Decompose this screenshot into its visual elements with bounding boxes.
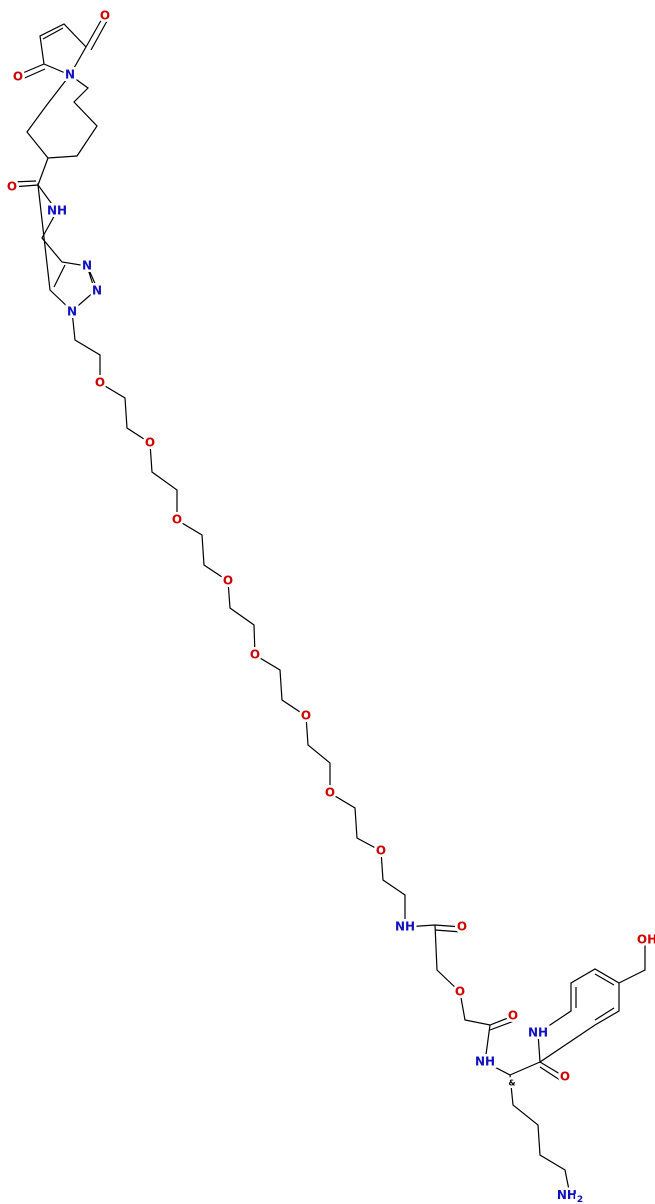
atom: O — [100, 9, 110, 23]
atom: O — [508, 1009, 518, 1023]
atom: NH — [475, 1055, 495, 1069]
atom: O — [301, 709, 311, 723]
atom: N — [65, 68, 75, 82]
atom: O — [145, 436, 155, 450]
atom: O — [457, 920, 467, 934]
atom: NH — [395, 920, 415, 934]
atom: O — [172, 513, 182, 527]
atom: O — [95, 376, 105, 390]
atom: NH — [528, 1026, 548, 1040]
atom: O — [223, 574, 233, 588]
stereo-label: & — [509, 1079, 516, 1088]
atom: O — [13, 70, 23, 84]
atom-labels: N O O O NH N N N O O O O O O O O NH O O … — [4, 6, 655, 1204]
atom: O — [455, 985, 465, 999]
atom: NH2 — [557, 1188, 583, 1204]
atom: O — [376, 844, 386, 858]
atom: O — [325, 786, 335, 800]
atom: O — [560, 1070, 570, 1084]
atom: OH — [637, 933, 655, 947]
atom: NH — [47, 204, 67, 218]
atom: N — [67, 305, 77, 319]
atom: O — [250, 648, 260, 662]
atom: O — [7, 180, 17, 194]
bonds — [11, 16, 646, 1196]
atom: N — [92, 284, 102, 298]
amine-text: NH — [557, 1188, 577, 1202]
atom: N — [82, 259, 92, 273]
amine-subscript: 2 — [577, 1195, 583, 1204]
